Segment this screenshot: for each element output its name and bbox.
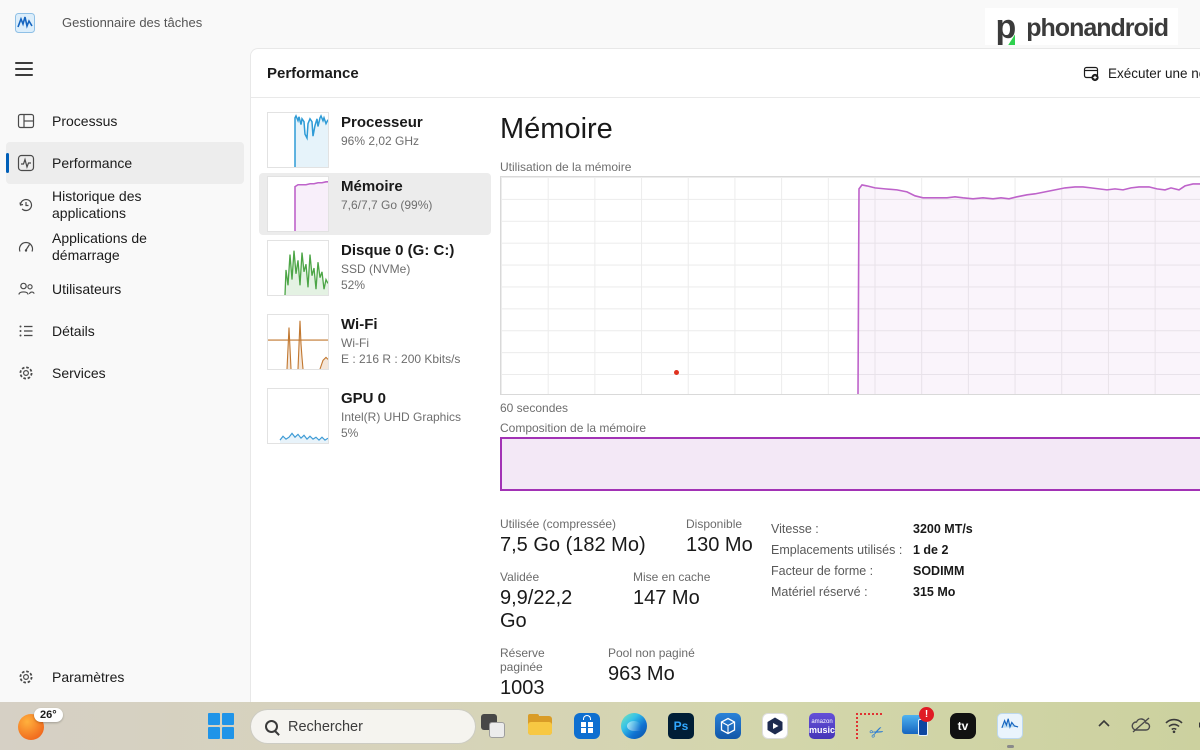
sidebar-item-label: Applications de démarrage: [52, 230, 147, 263]
gpu-mini-chart: [267, 388, 329, 444]
wifi-mini-chart: [267, 314, 329, 370]
stat-available: Disponible 130 Mo: [686, 517, 753, 556]
search-icon: [265, 720, 278, 733]
task-manager-app-icon: [15, 13, 35, 33]
content-header: Performance Exécuter une nou: [251, 49, 1200, 98]
memory-title: Mémoire: [500, 113, 613, 145]
disk-mini-chart: [267, 240, 329, 296]
notification-badge: !: [919, 707, 934, 722]
memory-usage-chart[interactable]: [500, 176, 1200, 395]
photoshop-icon[interactable]: Ps: [666, 711, 696, 741]
task-manager-taskbar-icon[interactable]: [995, 711, 1025, 748]
taskbar-search[interactable]: Rechercher: [250, 709, 476, 744]
stat-cached: Mise en cache 147 Mo: [633, 570, 711, 609]
sidebar-item-label: Utilisateurs: [52, 281, 122, 297]
memory-detail-view: Mémoire Utilisation de la mémoire 60 sec…: [500, 49, 1200, 722]
detail-speed: Vitesse :3200 MT/s: [771, 522, 973, 536]
performance-device-list: Processeur 96% 2,02 GHz Mémoire 7,6/7,7 Go…: [259, 109, 491, 459]
search-placeholder: Rechercher: [288, 718, 363, 735]
sidebar-item-services[interactable]: Services: [6, 352, 244, 394]
run-new-task-button[interactable]: Exécuter une nou: [1083, 49, 1200, 98]
phonandroid-logo-icon: p: [995, 8, 1017, 46]
sidebar-item-processus[interactable]: Processus: [6, 100, 244, 142]
system-tray: [1096, 716, 1200, 736]
stat-used: Utilisée (compressée) 7,5 Go (182 Mo): [500, 517, 646, 556]
sidebar-item-historique[interactable]: Historique des applications: [6, 184, 244, 226]
content-panel: Performance Exécuter une nou Processeur9…: [250, 48, 1200, 722]
running-indicator: [1007, 745, 1014, 748]
performance-icon: [17, 154, 35, 172]
sidebar-item-label: Paramètres: [52, 669, 125, 685]
sidebar-item-performance[interactable]: Performance: [6, 142, 244, 184]
start-button[interactable]: [208, 713, 234, 739]
phone-link-icon[interactable]: !: [901, 707, 934, 741]
temperature-badge: 26°: [34, 708, 63, 722]
task-view-icon[interactable]: [478, 711, 508, 741]
memory-composition-bar[interactable]: [500, 437, 1200, 491]
taskbar-app-icons: Ps amazon music ✂ ! tv: [478, 707, 1025, 748]
edge-browser-icon[interactable]: [619, 711, 649, 741]
cursor-red-dot: [674, 370, 679, 375]
hamburger-menu-icon[interactable]: [15, 62, 33, 76]
startup-apps-icon: [18, 241, 34, 252]
perf-item-cpu[interactable]: Processeur 96% 2,02 GHz: [259, 109, 491, 171]
sidebar: Processus Performance Historique des appl…: [0, 45, 250, 702]
hexagon-app-icon[interactable]: [760, 711, 790, 741]
taskbar: 26° Rechercher Ps amazon music ✂ ! tv: [0, 702, 1200, 750]
services-gear-icon: [19, 366, 33, 380]
detail-hw-reserved: Matériel réservé :315 Mo: [771, 585, 956, 599]
file-explorer-icon[interactable]: [525, 711, 555, 741]
memory-stats: Utilisée (compressée) 7,5 Go (182 Mo) Dis…: [500, 517, 793, 736]
perf-item-gpu[interactable]: GPU 0 Intel(R) UHD Graphics 5%: [259, 385, 491, 457]
titlebar: Gestionnaire des tâches p phonandroid: [0, 0, 1200, 45]
sidebar-item-label: Détails: [52, 323, 95, 339]
detail-form-factor: Facteur de forme : SODIMM: [771, 564, 965, 578]
memory-hardware-details: Vitesse :3200 MT/s Emplacements utilisés…: [771, 519, 973, 603]
processes-icon: [17, 113, 35, 129]
perf-item-wifi[interactable]: Wi-Fi Wi-Fi E : 216 R : 200 Kbits/s: [259, 311, 491, 383]
weather-widget[interactable]: 26°: [14, 708, 110, 744]
stat-committed: Validée 9,9/22,2 Go: [500, 570, 573, 632]
detail-slots: Emplacements utilisés :1 de 2: [771, 543, 949, 557]
memory-mini-chart: [267, 176, 329, 232]
phonandroid-watermark: p phonandroid: [985, 8, 1178, 45]
page-title: Performance: [267, 64, 359, 82]
sidebar-item-parametres[interactable]: Paramètres: [6, 656, 244, 698]
sidebar-item-details[interactable]: Détails: [6, 310, 244, 352]
memory-usage-label: Utilisation de la mémoire: [500, 160, 632, 174]
settings-gear-icon: [19, 670, 33, 684]
microsoft-store-icon[interactable]: [572, 711, 602, 741]
perf-item-memory[interactable]: Mémoire 7,6/7,7 Go (99%): [259, 173, 491, 235]
memory-composition-label: Composition de la mémoire: [500, 421, 647, 435]
sidebar-item-label: Performance: [52, 155, 133, 171]
3d-viewer-icon[interactable]: [713, 711, 743, 741]
stat-nonpaged-pool: Pool non paginé 963 Mo: [608, 646, 695, 685]
cpu-mini-chart: [267, 112, 329, 168]
amazon-music-icon[interactable]: amazon music: [807, 711, 837, 741]
snipping-tool-icon[interactable]: ✂: [854, 711, 888, 745]
sidebar-item-label: Historique des applications: [52, 188, 142, 221]
app-history-icon: [19, 198, 33, 212]
sidebar-item-utilisateurs[interactable]: Utilisateurs: [6, 268, 244, 310]
apple-tv-icon[interactable]: tv: [948, 711, 978, 741]
details-list-icon: [19, 325, 33, 337]
sidebar-item-demarrage[interactable]: Applications de démarrage: [6, 226, 244, 268]
users-icon: [18, 282, 35, 295]
run-new-task-icon: [1083, 66, 1099, 82]
wifi-icon[interactable]: [1164, 716, 1185, 736]
window-title: Gestionnaire des tâches: [62, 15, 203, 30]
onedrive-offline-icon[interactable]: [1130, 716, 1151, 736]
tray-chevron-up-icon[interactable]: [1096, 716, 1117, 736]
perf-item-disk[interactable]: Disque 0 (G: C:) SSD (NVMe) 52%: [259, 237, 491, 309]
sidebar-item-label: Processus: [52, 113, 118, 129]
sidebar-item-label: Services: [52, 365, 106, 381]
chart-time-axis-label: 60 secondes: [500, 401, 569, 415]
